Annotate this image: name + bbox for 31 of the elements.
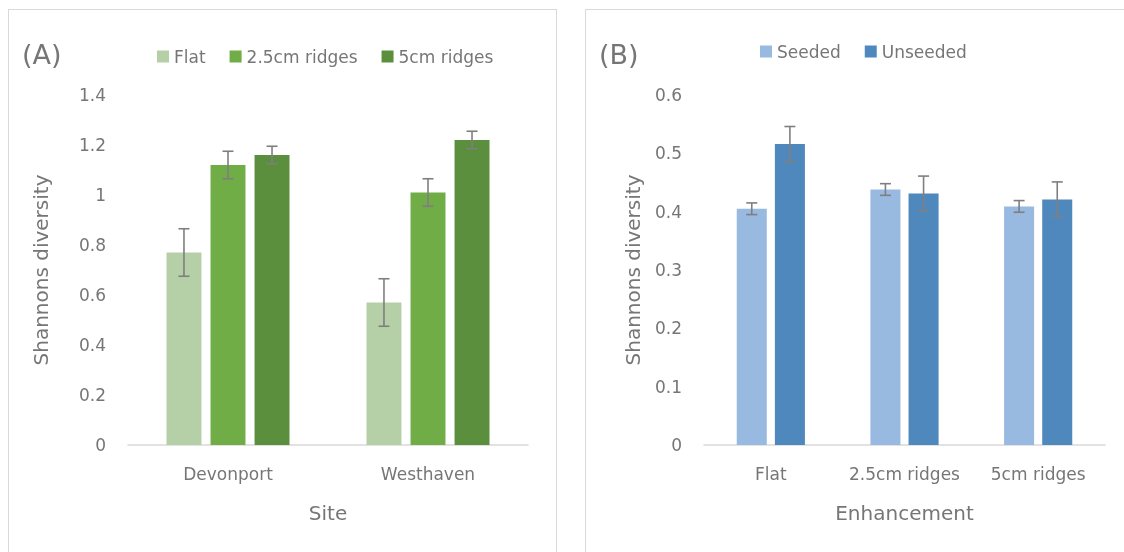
legend-label: Flat [174, 46, 206, 67]
x-axis-title: Site [308, 501, 348, 525]
y-tick-label: 0.2 [78, 385, 106, 405]
x-tick-label: Flat [755, 463, 787, 484]
legend-label: 2.5cm ridges [246, 46, 358, 67]
y-tick-label: 0.4 [654, 201, 682, 222]
legend-label: Unseeded [881, 41, 967, 62]
y-tick-label: 0.3 [654, 260, 682, 280]
chart-title: (A) [22, 39, 62, 70]
y-tick-label: 0.2 [654, 318, 682, 339]
y-tick-label: 0.5 [654, 143, 682, 164]
chart-title: (B) [599, 39, 639, 70]
y-axis-title: Shannons diversity [621, 174, 645, 366]
y-tick-label: 0 [671, 435, 682, 455]
x-tick-label: 2.5cm ridges [849, 463, 961, 484]
x-tick-label: Devonport [183, 463, 274, 484]
y-tick-label: 1.2 [78, 135, 106, 155]
y-tick-label: 1.4 [78, 85, 106, 105]
legend-label: Seeded [777, 41, 841, 62]
y-tick-label: 0.6 [654, 85, 682, 105]
y-tick-label: 0 [95, 435, 106, 455]
x-tick-label: Westhaven [380, 463, 476, 484]
legend-label: 5cm ridges [398, 46, 494, 67]
y-tick-label: 0.6 [78, 285, 106, 305]
x-axis-title: Enhancement [835, 501, 974, 525]
y-tick-label: 0.1 [654, 376, 682, 397]
y-tick-label: 0.4 [78, 335, 106, 355]
y-tick-label: 1 [95, 185, 106, 205]
x-tick-label: 5cm ridges [990, 463, 1086, 484]
y-tick-label: 0.8 [78, 235, 106, 255]
y-axis-title: Shannons diversity [29, 174, 53, 366]
